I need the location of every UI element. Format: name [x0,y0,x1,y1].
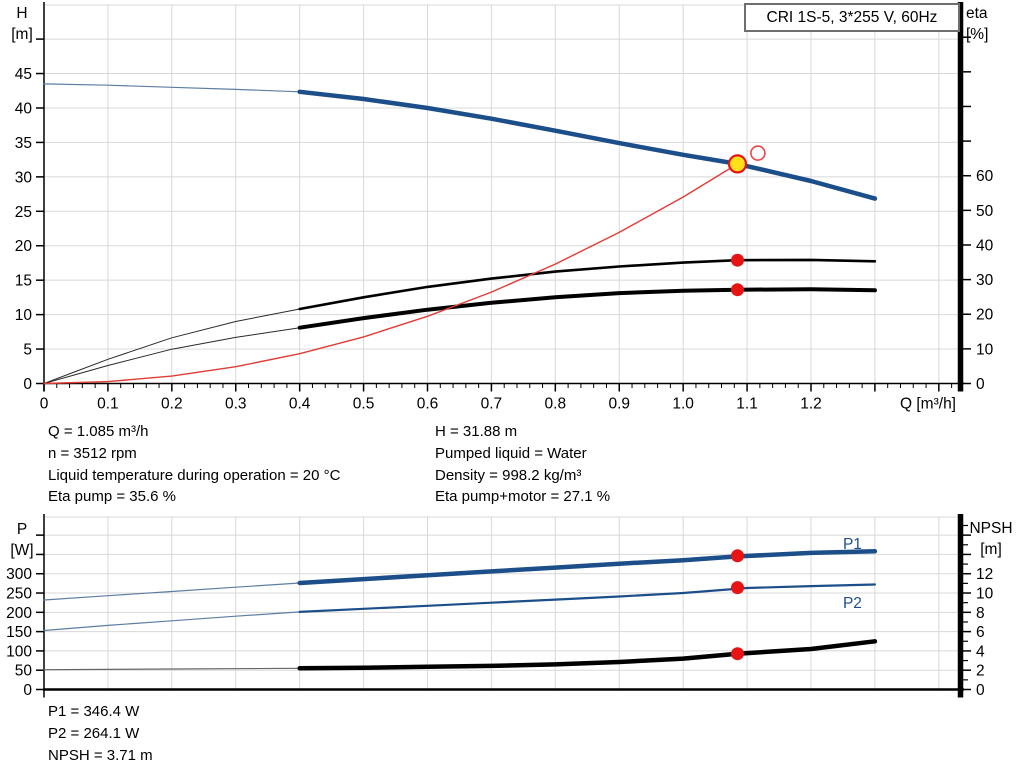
npsh-point [731,647,744,661]
eta-pump-readout: Eta pump = 35.6 % [48,488,176,506]
left-tick-label: 150 [6,624,32,641]
p2-readout: P2 = 264.1 W [48,724,140,742]
x-tick-label: 0.1 [97,396,119,413]
left-tick-label: 200 [6,605,32,622]
rated-point-ring [750,145,766,161]
p1-point [731,549,744,563]
duty-point[interactable] [727,154,748,174]
left-tick-label: 5 [23,342,32,359]
curve-h-curve [297,89,878,201]
p-axis-title-line2: [W] [10,542,34,559]
p-axis-title: P [W] [4,519,40,561]
left-tick-label: 0 [23,682,32,699]
curve-p2-curve-ext [43,611,301,632]
right-tick-label: 2 [976,663,985,680]
p1-readout: P1 = 346.4 W [48,703,140,720]
right-tick-label: 20 [976,307,994,324]
flow-readout: Q = 1.085 m³/h [48,423,149,440]
operating-data-right: H = 31.88 m Pumped liquid = Water Densit… [435,421,610,508]
curve-p1-curve-ext [43,582,301,601]
curve-npsh-curve [297,639,878,671]
curve-eta-pump-motor-ext [43,327,301,384]
left-tick-label: 100 [6,643,32,660]
npsh-axis-title-line2: [m] [980,541,1002,558]
x-tick-label: 0.6 [417,396,439,413]
eta-pump-point [731,253,744,267]
x-tick-label: 0.5 [353,396,375,413]
liquid-temperature-readout: Liquid temperature during operation = 20… [48,466,341,484]
x-tick-label: 0 [40,396,49,413]
eta-axis-title-line2: [%] [966,26,989,43]
h-axis-title-line2: [m] [11,26,33,43]
right-tick-label: 4 [976,643,985,660]
operating-data-left: Q = 1.085 m³/h n = 3512 rpm Liquid tempe… [48,421,340,508]
p2-curve-label: P2 [843,595,862,612]
eta-pump-motor-readout: Eta pump+motor = 27.1 % [435,488,611,506]
right-tick-label: 40 [976,237,994,254]
left-tick-label: 250 [6,586,32,603]
right-tick-label: 10 [976,586,994,603]
left-tick-label: 10 [15,307,33,324]
left-tick-label: 300 [6,566,32,583]
x-tick-label: 0.7 [481,396,503,413]
p-axis-title-line1: P [16,521,28,538]
curve-p1-curve [297,549,878,586]
curve-eta-pump [298,258,877,311]
x-tick-label: 1.2 [800,396,822,413]
right-tick-label: 8 [976,605,985,622]
npsh-axis-title-line1: NPSH [969,520,1013,537]
x-tick-label: 1.0 [672,396,694,413]
right-tick-label: 10 [976,341,994,358]
curve-npsh-curve-ext [43,667,301,671]
curve-eta-pump-ext [43,308,301,384]
right-tick-label: 6 [976,624,985,641]
curve-eta-pump-motor [297,287,877,330]
x-tick-label: 0.9 [608,396,630,413]
left-tick-label: 45 [15,66,32,83]
h-axis-title: H [m] [4,3,40,45]
left-tick-label: 15 [15,273,32,290]
right-tick-label: 50 [976,203,994,220]
top-chart-qh-eta[interactable]: 0 5 10 15 20 25 30 35 40 45 0 10 20 30 40 50 60 0 0.1 0.2 0.… [0,0,1024,420]
curve-p2-curve [298,583,877,614]
right-tick-label: 12 [976,566,993,583]
pumped-liquid-readout: Pumped liquid = Water [435,444,587,462]
npsh-axis-title: NPSH [m] [960,518,1022,560]
density-readout: Density = 998.2 kg/m³ [435,466,582,484]
x-axis-title: Q [m³/h] [900,396,956,413]
x-tick-label: 0.2 [161,396,183,413]
bottom-chart-power-npsh[interactable]: 0 50 100 150 200 250 300 0 2 4 6 8 10 12 P1 P2 [0,510,1024,705]
left-tick-label: 30 [15,169,33,186]
left-tick-label: 50 [15,663,33,680]
x-tick-label: 1.1 [736,396,758,413]
left-tick-label: 35 [15,135,32,152]
eta-pump-motor-point [731,283,744,297]
p1-curve-label: P1 [843,536,862,553]
h-axis-title-line1: H [16,5,28,22]
curve-system-curve [43,163,739,385]
x-tick-label: 0.4 [289,396,311,413]
eta-axis-title-line1: eta [966,5,988,22]
power-npsh-data: P1 = 346.4 W P2 = 264.1 W NPSH = 3.71 m [48,701,153,766]
right-tick-label: 30 [976,272,994,289]
x-tick-label: 0.8 [545,396,567,413]
head-readout: H = 31.88 m [435,423,518,440]
left-tick-label: 40 [15,100,33,117]
left-tick-label: 20 [15,238,33,255]
right-tick-label: 0 [976,682,985,699]
npsh-readout: NPSH = 3.71 m [48,746,153,764]
left-tick-label: 0 [23,376,32,393]
pump-model-box: CRI 1S-5, 3*255 V, 60Hz [744,3,960,32]
right-tick-label: 60 [976,168,994,185]
x-tick-label: 0.3 [225,396,247,413]
eta-axis-title: eta [%] [966,3,1012,45]
curve-h-curve-ext [43,83,301,93]
right-tick-label: 0 [976,376,985,393]
p2-point [731,581,744,595]
left-tick-label: 25 [15,204,32,221]
speed-readout: n = 3512 rpm [48,444,137,462]
